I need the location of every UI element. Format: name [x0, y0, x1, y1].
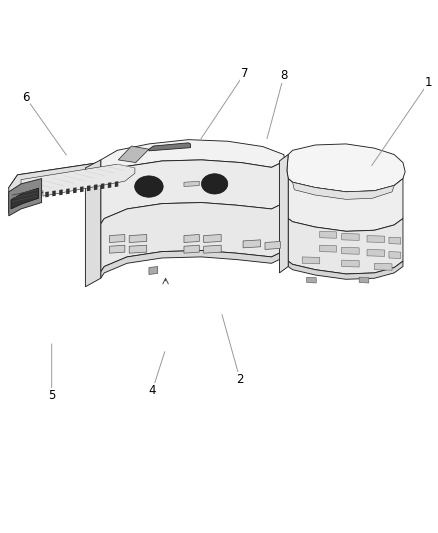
Text: 4: 4 — [148, 384, 156, 397]
Text: 6: 6 — [21, 91, 29, 103]
Polygon shape — [32, 193, 35, 199]
Polygon shape — [39, 192, 42, 198]
Text: 1: 1 — [424, 76, 432, 89]
Polygon shape — [129, 235, 147, 243]
Polygon shape — [85, 160, 101, 287]
Polygon shape — [243, 240, 261, 248]
Polygon shape — [101, 251, 285, 278]
Polygon shape — [184, 235, 199, 243]
Text: 5: 5 — [48, 389, 55, 402]
Polygon shape — [149, 143, 191, 151]
Polygon shape — [302, 257, 320, 264]
Polygon shape — [118, 146, 149, 163]
Polygon shape — [9, 160, 136, 203]
Text: 2: 2 — [236, 373, 244, 386]
Polygon shape — [52, 190, 56, 196]
Polygon shape — [87, 185, 91, 191]
Polygon shape — [21, 164, 135, 196]
Polygon shape — [101, 160, 285, 224]
Ellipse shape — [135, 176, 163, 197]
Polygon shape — [110, 235, 125, 243]
Polygon shape — [184, 245, 199, 253]
Polygon shape — [389, 237, 401, 244]
Polygon shape — [342, 233, 359, 240]
Polygon shape — [287, 144, 405, 192]
Polygon shape — [293, 182, 394, 199]
Polygon shape — [94, 184, 97, 190]
Polygon shape — [66, 189, 70, 194]
Polygon shape — [115, 181, 118, 187]
Polygon shape — [204, 235, 221, 243]
Polygon shape — [149, 266, 158, 274]
Polygon shape — [9, 203, 21, 213]
Polygon shape — [73, 188, 77, 193]
Polygon shape — [204, 245, 221, 253]
Polygon shape — [80, 187, 84, 192]
Polygon shape — [389, 252, 401, 259]
Polygon shape — [279, 155, 288, 273]
Polygon shape — [108, 182, 111, 188]
Polygon shape — [129, 245, 147, 253]
Polygon shape — [288, 179, 403, 231]
Polygon shape — [342, 247, 359, 254]
Polygon shape — [110, 245, 125, 253]
Polygon shape — [320, 231, 336, 238]
Polygon shape — [25, 195, 28, 200]
Polygon shape — [9, 179, 42, 216]
Polygon shape — [18, 196, 21, 201]
Polygon shape — [9, 160, 136, 208]
Polygon shape — [367, 236, 385, 243]
Polygon shape — [45, 191, 49, 197]
Polygon shape — [342, 260, 359, 267]
Polygon shape — [59, 189, 63, 195]
Polygon shape — [265, 241, 280, 249]
Polygon shape — [374, 263, 392, 270]
Polygon shape — [320, 245, 336, 252]
Polygon shape — [288, 261, 403, 279]
Polygon shape — [359, 277, 369, 283]
Polygon shape — [101, 140, 285, 181]
Polygon shape — [11, 188, 39, 209]
Polygon shape — [101, 203, 285, 272]
Polygon shape — [367, 249, 385, 256]
Ellipse shape — [201, 174, 228, 194]
Polygon shape — [288, 219, 403, 274]
Text: 7: 7 — [240, 67, 248, 80]
Polygon shape — [101, 183, 104, 189]
Polygon shape — [184, 181, 199, 187]
Text: 8: 8 — [280, 69, 287, 82]
Polygon shape — [307, 277, 316, 283]
